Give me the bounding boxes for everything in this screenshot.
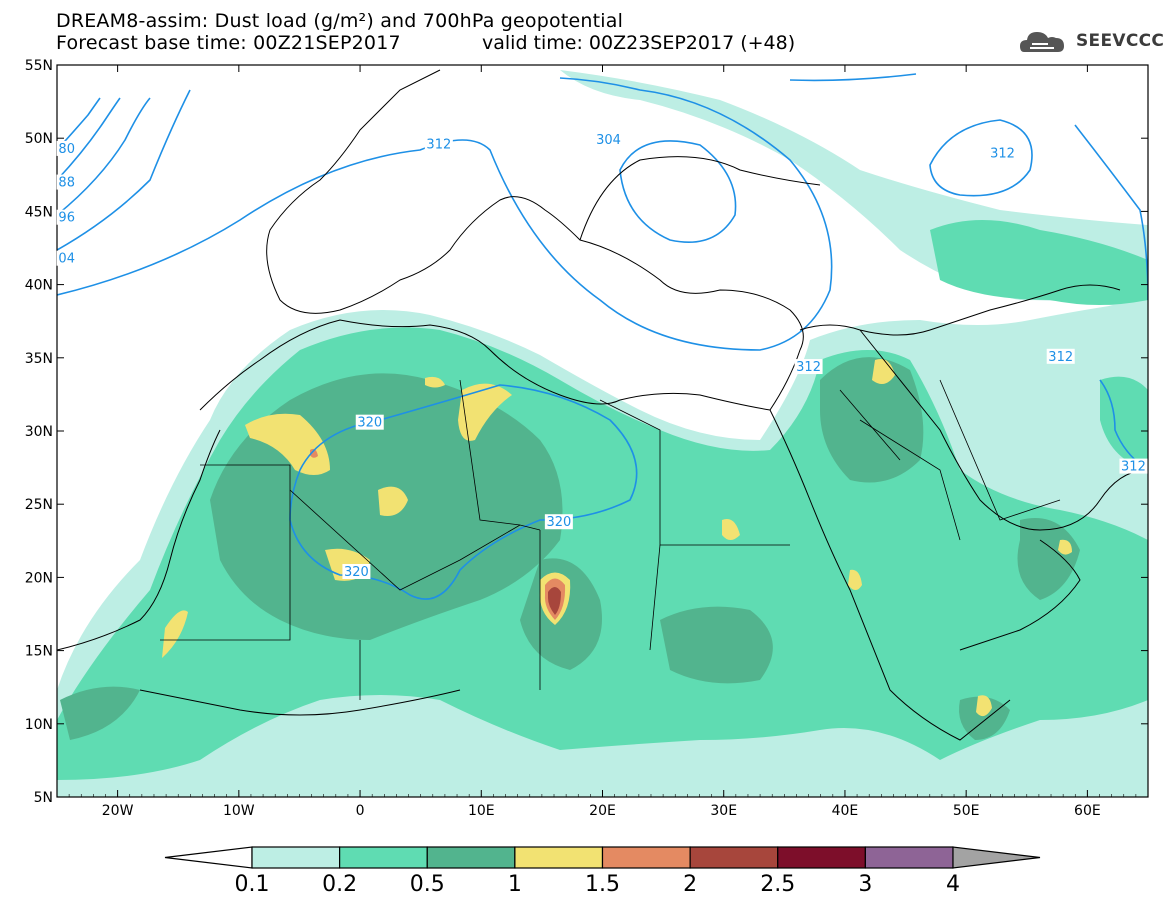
contour-label-bg <box>594 132 623 148</box>
lat-label: 25N <box>25 497 53 513</box>
logo-text: SEEVCCC <box>1076 31 1165 51</box>
colorbar-label: 3 <box>858 872 873 897</box>
lat-ticks: 55N 50N 45N 40N 35N 30N 25N 20N 15N 10N 5N <box>25 58 1148 806</box>
cloud-logo-icon <box>1020 32 1064 52</box>
colorbar-under-triangle <box>164 846 253 869</box>
contour-label-bg <box>56 209 77 225</box>
colorbar-label: 4 <box>946 872 960 897</box>
colorbar-box <box>864 846 954 869</box>
colorbar-label: 0.2 <box>322 872 358 897</box>
colorbar-label: 0.5 <box>409 872 445 897</box>
forecast-base-time: Forecast base time: 00Z21SEP2017 <box>56 32 401 54</box>
contour-label: 80 <box>58 142 75 157</box>
contour-label-bg <box>1046 348 1075 364</box>
lat-label: 20N <box>25 570 53 586</box>
geopotential-contours <box>57 73 1148 600</box>
contour-label-bg <box>56 250 77 266</box>
contour-label: 312 <box>796 360 821 375</box>
contour-label: 312 <box>990 146 1015 161</box>
contour-label-bg <box>56 174 77 190</box>
lat-label: 10N <box>25 717 53 733</box>
contour-label: 312 <box>426 138 451 153</box>
contour-label: 312 <box>1121 460 1146 475</box>
contour-label-bg <box>56 140 77 156</box>
country-borders <box>160 379 1061 700</box>
colorbar-box <box>251 846 341 869</box>
contour-label: 320 <box>357 416 382 431</box>
contour-label-bg <box>355 414 384 430</box>
colorbar-label: 0.1 <box>234 872 270 897</box>
colorbar <box>164 846 1041 869</box>
lat-label: 50N <box>25 131 53 147</box>
contour-label-bg <box>544 514 573 530</box>
lat-label: 55N <box>25 58 53 74</box>
lon-label: 20W <box>102 803 134 819</box>
contour-label-bg <box>1119 458 1148 474</box>
lon-label: 50E <box>953 803 980 819</box>
colorbar-over-triangle <box>952 846 1041 869</box>
contour-label-bg <box>342 564 371 580</box>
contour-label: 320 <box>546 515 571 530</box>
lat-label: 15N <box>25 644 53 660</box>
coastlines <box>57 69 1148 741</box>
colorbar-label: 2.5 <box>760 872 796 897</box>
lat-label: 30N <box>25 424 53 440</box>
colorbar-label: 2 <box>683 872 698 897</box>
contour-label-bg <box>424 136 453 152</box>
lon-label: 10W <box>223 803 255 819</box>
lon-label: 20E <box>589 803 616 819</box>
lon-label: 0 <box>356 803 365 819</box>
contour-label: 96 <box>58 211 75 226</box>
contour-labels: 80 88 96 04 312 304 312 320 312 312 320 320 312 <box>56 132 1148 580</box>
colorbar-box <box>426 846 516 869</box>
contour-label-bg <box>794 359 823 375</box>
lat-label: 45N <box>25 204 53 220</box>
lat-label: 40N <box>25 278 53 294</box>
lat-label: 5N <box>34 790 53 806</box>
dust-contour-1 <box>245 413 330 475</box>
colorbar-label: 1 <box>507 872 522 897</box>
chart-title: DREAM8-assim: Dust load (g/m²) and 700hP… <box>56 10 624 32</box>
lon-label: 30E <box>710 803 737 819</box>
lon-label: 40E <box>832 803 859 819</box>
colorbar-box <box>601 846 691 869</box>
lat-label: 35N <box>25 351 53 367</box>
colorbar-box <box>777 846 866 869</box>
lon-ticks: 20W 10W 0 10E 20E 30E 40E 50E 60E <box>56 65 1149 819</box>
contour-label: 88 <box>58 176 75 191</box>
colorbar-label: 1.5 <box>585 872 620 897</box>
lon-label: 10E <box>468 803 495 819</box>
contour-label: 320 <box>344 565 369 580</box>
colorbar-box <box>339 846 428 869</box>
dust-field <box>57 65 1148 797</box>
colorbar-box <box>689 846 779 869</box>
contour-label: 304 <box>596 133 621 148</box>
contour-label: 312 <box>1048 350 1073 365</box>
lon-label: 60E <box>1074 803 1101 819</box>
colorbar-box <box>514 846 604 869</box>
contour-label: 04 <box>58 252 75 267</box>
contour-label-bg <box>988 145 1017 161</box>
valid-time: valid time: 00Z23SEP2017 (+48) <box>482 32 796 54</box>
